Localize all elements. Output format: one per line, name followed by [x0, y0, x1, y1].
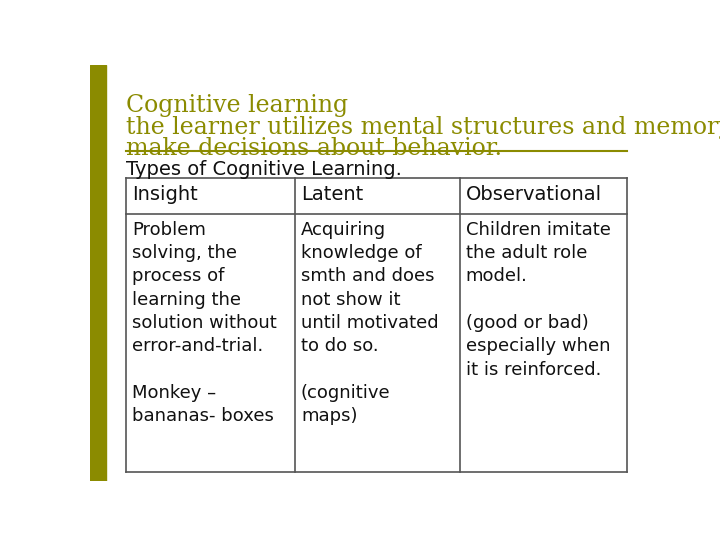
Text: Insight: Insight: [132, 185, 197, 205]
Text: Children imitate
the adult role
model.

(good or bad)
especially when
it is rein: Children imitate the adult role model. (…: [466, 221, 611, 379]
Text: the learner utilizes mental structures and memory to: the learner utilizes mental structures a…: [126, 116, 720, 139]
Text: Observational: Observational: [466, 185, 602, 205]
Text: Acquiring
knowledge of
smth and does
not show it
until motivated
to do so.

(cog: Acquiring knowledge of smth and does not…: [301, 221, 438, 426]
Text: Types of Cognitive Learning.: Types of Cognitive Learning.: [126, 160, 402, 179]
Bar: [90, 65, 106, 481]
Text: make decisions about behavior.: make decisions about behavior.: [126, 137, 503, 160]
Text: Problem
solving, the
process of
learning the
solution without
error-and-trial.

: Problem solving, the process of learning…: [132, 221, 276, 426]
Text: Latent: Latent: [301, 185, 363, 205]
Text: Cognitive learning: Cognitive learning: [126, 94, 348, 117]
